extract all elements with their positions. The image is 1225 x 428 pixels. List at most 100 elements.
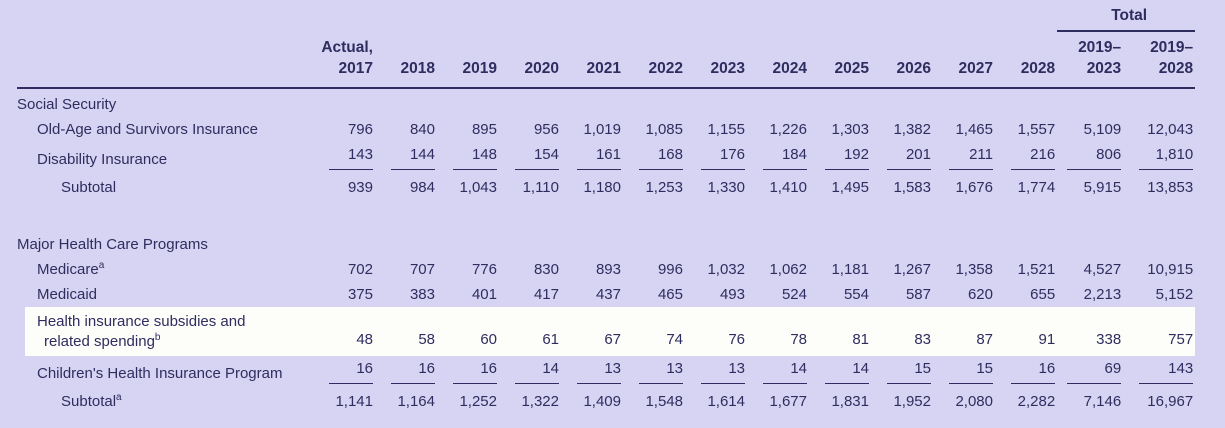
value-cell: 67: [561, 307, 623, 356]
column-header: 2021: [561, 31, 623, 89]
value-cell: 1,810: [1123, 142, 1195, 172]
value-cell: 1,548: [645, 393, 683, 410]
value-cell: 1,110: [522, 179, 559, 196]
summed-value: 184: [763, 145, 807, 170]
value-cell: 1,085: [645, 121, 683, 138]
summed-value: 144: [391, 145, 435, 170]
report-table-page: Total Actual, 2017 2018 2019 2020 2021 2022 20…: [17, 5, 1196, 417]
value-cell: 524: [781, 286, 807, 303]
value-cell: 211: [933, 142, 995, 172]
value-cell: 13: [623, 356, 685, 386]
value-cell: 840: [409, 121, 435, 138]
summed-value: 15: [949, 359, 993, 384]
value-cell: 806: [1057, 142, 1123, 172]
summed-value: 14: [825, 359, 869, 384]
row-label: Medicaid: [37, 286, 98, 303]
value-cell: 1,774: [1017, 179, 1056, 196]
value-cell: 1,164: [397, 393, 435, 410]
value-cell: 148: [437, 142, 499, 172]
column-header: 2026: [871, 31, 933, 89]
value-cell: 76: [685, 307, 747, 356]
value-cell: 1,181: [831, 261, 869, 278]
summed-value: 154: [515, 145, 559, 170]
summed-value: 176: [701, 145, 745, 170]
value-cell: 69: [1057, 356, 1123, 386]
value-cell: 493: [719, 286, 745, 303]
value-cell: 61: [499, 307, 561, 356]
value-cell: 1,358: [955, 261, 993, 278]
value-cell: 4,527: [1083, 261, 1122, 278]
value-cell: 1,557: [1017, 121, 1056, 138]
row-label-column-header: [17, 31, 313, 89]
value-cell: 1,676: [955, 179, 993, 196]
value-cell: 757: [1123, 307, 1196, 356]
footnote-marker: a: [116, 392, 122, 403]
column-header: 2018: [375, 31, 437, 89]
summed-value: 14: [515, 359, 559, 384]
value-cell: 91: [995, 307, 1058, 356]
table-row: Children's Health Insurance Program 16 16 1…: [17, 356, 1195, 386]
value-cell: 5,152: [1155, 286, 1194, 303]
value-cell: 587: [905, 286, 931, 303]
table-row: Old-Age and Survivors Insurance 796 840 895…: [17, 117, 1195, 142]
value-cell: 830: [533, 261, 559, 278]
value-cell: 702: [347, 261, 373, 278]
value-cell: 15: [871, 356, 933, 386]
value-cell: 216: [995, 142, 1057, 172]
row-label: Subtotal: [61, 179, 117, 196]
value-cell: 383: [409, 286, 435, 303]
value-cell: 16,967: [1147, 393, 1194, 410]
row-label: Health insurance subsidies and related sp…: [17, 307, 313, 356]
value-cell: 1,410: [769, 179, 807, 196]
summed-value: 161: [577, 145, 621, 170]
value-cell: 1,043: [459, 179, 497, 196]
column-header: 2028: [995, 31, 1058, 89]
column-header: 2027: [933, 31, 995, 89]
summed-value: 13: [639, 359, 683, 384]
value-cell: 1,226: [769, 121, 807, 138]
value-cell: 87: [933, 307, 995, 356]
row-label: Children's Health Insurance Program: [37, 365, 283, 382]
column-header: 2019– 2023: [1057, 31, 1124, 89]
year-header-row: Actual, 2017 2018 2019 2020 2021 2022 2023 2024…: [17, 31, 1196, 89]
value-cell: 401: [471, 286, 497, 303]
value-cell: 58: [375, 307, 437, 356]
value-cell: 13,853: [1147, 179, 1194, 196]
value-cell: 154: [499, 142, 561, 172]
value-cell: 956: [533, 121, 559, 138]
summed-value: 14: [763, 359, 807, 384]
section-row: Social Security: [17, 88, 1195, 117]
total-header-row: Total: [17, 5, 1196, 32]
value-cell: 1,032: [707, 261, 745, 278]
row-label: Social Security: [17, 96, 117, 113]
value-cell: 1,322: [521, 393, 559, 410]
value-cell: 996: [657, 261, 683, 278]
value-cell: 707: [409, 261, 435, 278]
value-cell: 143: [313, 142, 375, 172]
summed-value: 168: [639, 145, 683, 170]
value-cell: 939: [347, 179, 373, 196]
table-header: Total Actual, 2017 2018 2019 2020 2021 2022 20…: [17, 5, 1196, 89]
value-cell: 1,019: [583, 121, 621, 138]
value-cell: 796: [347, 121, 373, 138]
column-header: 2020: [499, 31, 561, 89]
value-cell: 984: [409, 179, 435, 196]
table-row: Subtotala 1,141 1,164 1,252 1,322 1,409 1,548 1…: [17, 386, 1195, 417]
table-body: Social Security Old-Age and Survivors Ins…: [17, 88, 1196, 417]
value-cell: 5,109: [1083, 121, 1122, 138]
column-header: 2023: [685, 31, 747, 89]
summed-value: 201: [887, 145, 931, 170]
column-header: 2022: [623, 31, 685, 89]
value-cell: 14: [809, 356, 871, 386]
value-cell: 1,155: [707, 121, 745, 138]
value-cell: 1,465: [955, 121, 993, 138]
summed-value: 211: [949, 145, 993, 170]
table-row: Medicarea 702 707 776 830 893 996 1,032 1,062 1,1…: [17, 257, 1195, 282]
column-header: 2025: [809, 31, 871, 89]
summed-value: 15: [887, 359, 931, 384]
value-cell: 1,677: [769, 393, 807, 410]
value-cell: 81: [809, 307, 871, 356]
value-cell: 1,253: [645, 179, 683, 196]
table-row: Health insurance subsidies and related sp…: [17, 307, 1196, 356]
section-row: Major Health Care Programs: [17, 229, 1195, 257]
